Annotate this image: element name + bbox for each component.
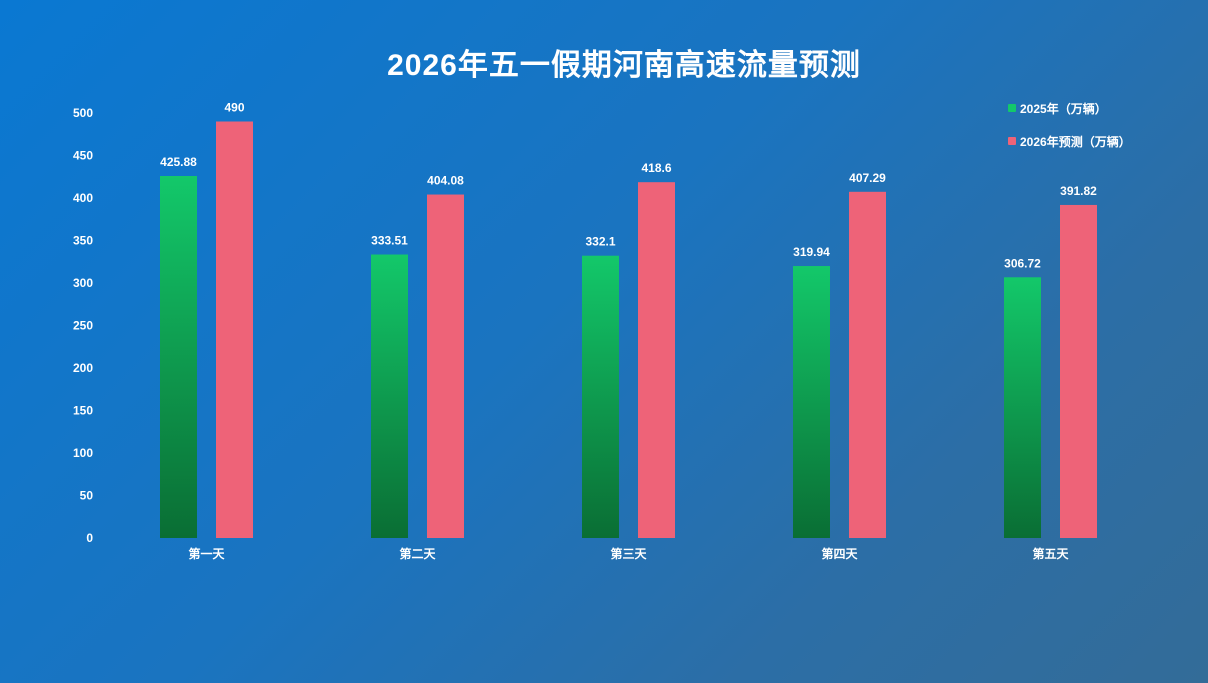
bar-2025-1[interactable] — [160, 176, 197, 538]
data-label-2025-4: 319.94 — [793, 245, 830, 259]
x-axis: 第一天 第二天 第三天 第四天 第五天 — [188, 546, 1069, 561]
y-tick-label: 150 — [73, 404, 93, 418]
y-tick-label: 500 — [73, 106, 93, 120]
page-title: 2026年五一假期河南高速流量预测 — [387, 49, 861, 82]
bar-2025-5[interactable] — [1004, 277, 1041, 538]
x-category-label: 第三天 — [610, 546, 647, 561]
legend-item-2025[interactable]: 2025年（万辆） — [1008, 100, 1131, 116]
bar-2026-4[interactable] — [849, 191, 886, 538]
data-label-2025-5: 306.72 — [1004, 256, 1041, 270]
data-label-2025-1: 425.88 — [160, 155, 197, 169]
x-category-label: 第四天 — [821, 546, 858, 561]
bar-2025-3[interactable] — [582, 255, 619, 538]
data-label-2026-5: 391.82 — [1060, 184, 1097, 198]
x-category-label: 第二天 — [399, 546, 436, 561]
data-label-2026-1: 490 — [224, 101, 244, 115]
y-tick-label: 350 — [73, 234, 93, 248]
data-label-2025-3: 332.1 — [585, 235, 615, 249]
bars-group: 425.88 490 333.51 404.08 332.1 418.6 319.94 407… — [160, 101, 1097, 539]
legend-label-2026: 2026年预测（万辆） — [1020, 134, 1131, 149]
legend-swatch-2026 — [1008, 137, 1016, 145]
x-category-label: 第一天 — [188, 546, 225, 561]
data-label-2026-3: 418.6 — [641, 161, 671, 175]
y-tick-label: 200 — [73, 361, 93, 375]
y-tick-label: 400 — [73, 191, 93, 205]
y-axis: 0 50 100 150 200 250 300 350 400 450 500 — [73, 106, 93, 545]
y-tick-label: 0 — [86, 531, 93, 545]
y-tick-label: 450 — [73, 149, 93, 163]
legend-swatch-2025 — [1008, 104, 1016, 112]
legend-label-2025: 2025年（万辆） — [1020, 101, 1107, 116]
bar-2026-1[interactable] — [216, 121, 253, 539]
legend-item-2026[interactable]: 2026年预测（万辆） — [1008, 133, 1131, 149]
bar-2026-2[interactable] — [427, 194, 464, 539]
x-category-label: 第五天 — [1032, 546, 1069, 561]
bar-2025-2[interactable] — [371, 254, 408, 539]
bar-2025-4[interactable] — [793, 266, 830, 538]
y-tick-label: 250 — [73, 319, 93, 333]
chart-legend[interactable]: 2025年（万辆） 2026年预测（万辆） — [1008, 100, 1131, 166]
data-label-2026-2: 404.08 — [427, 174, 464, 188]
bar-2026-5[interactable] — [1060, 204, 1097, 538]
data-label-2025-2: 333.51 — [371, 234, 408, 248]
bar-2026-3[interactable] — [638, 182, 675, 538]
y-tick-label: 100 — [73, 446, 93, 460]
y-tick-label: 50 — [80, 489, 94, 503]
y-tick-label: 300 — [73, 276, 93, 290]
data-label-2026-4: 407.29 — [849, 171, 886, 185]
